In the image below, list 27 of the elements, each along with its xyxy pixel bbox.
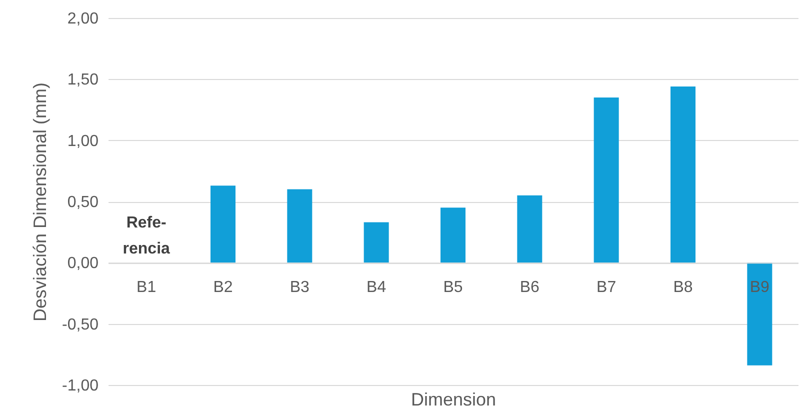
y-tick-label: -0,50 xyxy=(62,316,99,334)
bar xyxy=(594,98,619,263)
x-tick-label: B8 xyxy=(673,279,693,296)
y-tick-label: 0,50 xyxy=(67,194,99,211)
x-tick-label: B1 xyxy=(136,279,156,296)
y-tick-label: 2,00 xyxy=(67,10,99,28)
x-tick-label: B3 xyxy=(290,279,310,296)
annotation: Refe- rencia xyxy=(122,214,170,258)
x-tick-label: B7 xyxy=(596,279,616,296)
bar xyxy=(670,86,696,263)
y-tick-label: 1,50 xyxy=(67,72,99,89)
x-tick-label: B2 xyxy=(213,279,233,296)
bar xyxy=(440,208,466,263)
bar xyxy=(210,186,236,263)
bar xyxy=(287,189,312,263)
x-tick-label: B4 xyxy=(366,279,386,296)
y-tick-label: 1,00 xyxy=(67,132,99,150)
bar xyxy=(517,195,542,263)
y-axis-title: Desviación Dimensional (mm) xyxy=(30,82,50,322)
y-tick-label: 0,00 xyxy=(67,255,99,272)
x-tick-label: B9 xyxy=(750,279,770,296)
y-tick-label: -1,00 xyxy=(62,378,99,394)
bar xyxy=(364,222,389,263)
x-axis-title: Dimension xyxy=(410,390,496,410)
x-tick-label: B6 xyxy=(520,279,540,296)
bar xyxy=(747,262,772,366)
x-tick-label: B5 xyxy=(443,279,463,296)
